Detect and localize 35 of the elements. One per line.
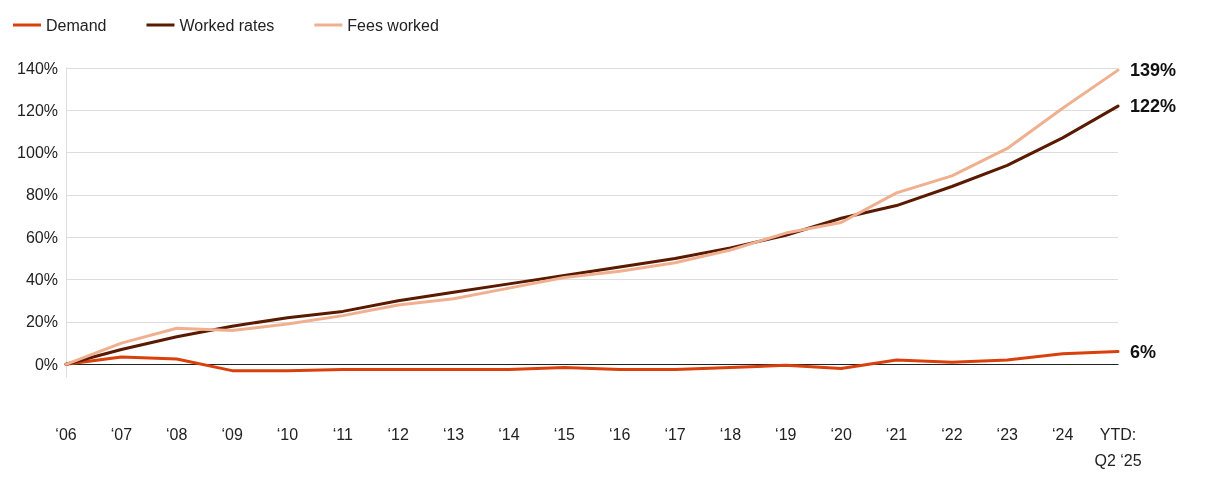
x-tick-label: ‘18 xyxy=(719,425,742,443)
x-tick-label: ‘07 xyxy=(110,425,133,443)
x-tick-label: ‘17 xyxy=(664,425,686,443)
data-label: 122% xyxy=(1130,96,1177,117)
x-tick-label: ‘22 xyxy=(941,425,963,443)
x-tick-label: ‘13 xyxy=(442,425,465,443)
y-tick-label: 0% xyxy=(34,355,58,373)
data-label: 139% xyxy=(1130,60,1177,81)
x-tick-label: YTD: Q2 ‘25 xyxy=(1094,425,1142,469)
x-tick-label: ‘21 xyxy=(885,425,908,443)
y-tick-label: 140% xyxy=(17,59,58,77)
x-tick-label: ‘09 xyxy=(221,425,243,443)
x-tick-label: ‘24 xyxy=(1051,425,1074,443)
y-tick-label: 120% xyxy=(17,101,58,119)
line-series xyxy=(64,350,1120,373)
x-tick-label: ‘15 xyxy=(553,425,576,443)
x-tick-label: ‘20 xyxy=(830,425,852,443)
x-tick-label: ‘08 xyxy=(166,425,188,443)
x-tick-label: ‘19 xyxy=(775,425,797,443)
data-label: 6% xyxy=(1130,341,1157,362)
x-tick-label: ‘10 xyxy=(276,425,299,443)
x-tick-label: ‘16 xyxy=(609,425,631,443)
y-tick-label: 60% xyxy=(25,228,58,246)
legend-label: Worked rates xyxy=(179,16,275,34)
x-tick-label: ‘06 xyxy=(55,425,77,443)
y-tick-label: 20% xyxy=(25,313,58,331)
y-tick-label: 80% xyxy=(25,186,58,204)
x-tick-label: ‘23 xyxy=(996,425,1019,443)
y-tick-label: 100% xyxy=(17,144,58,162)
x-tick-label: ‘11 xyxy=(332,425,354,443)
legend-label: Demand xyxy=(46,16,107,34)
x-tick-label: ‘14 xyxy=(498,425,520,443)
legend-label: Fees worked xyxy=(347,16,439,34)
y-tick-label: 40% xyxy=(25,271,58,289)
x-tick-label: ‘12 xyxy=(387,425,409,443)
